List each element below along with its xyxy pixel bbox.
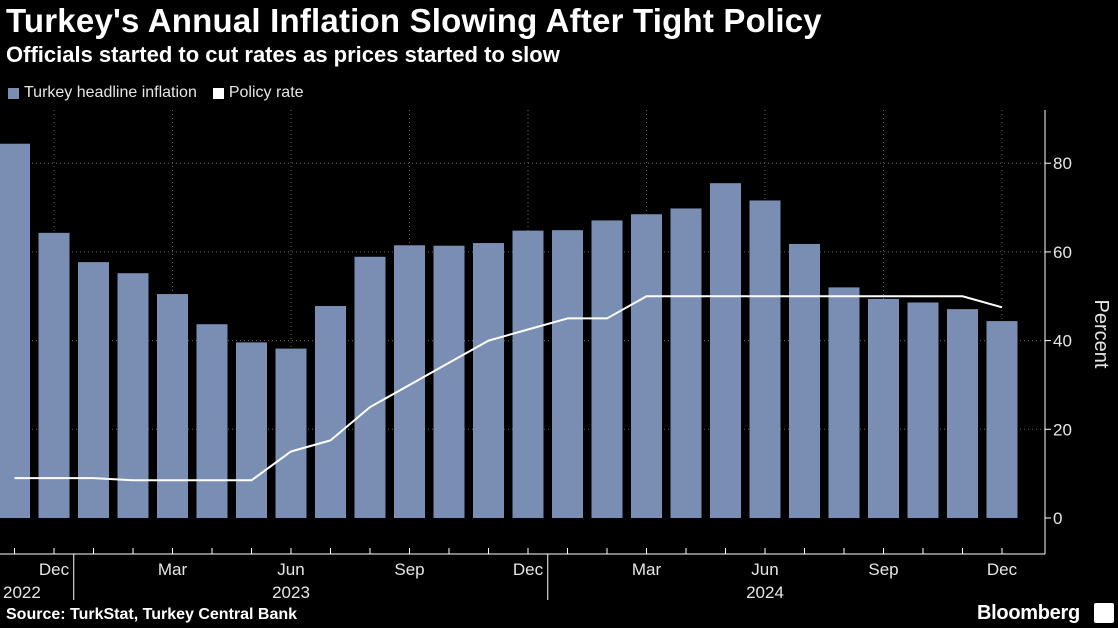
- x-tick-label: Sep: [868, 560, 898, 579]
- inflation-bar: [512, 230, 544, 518]
- inflation-bar: [354, 256, 386, 518]
- inflation-bar: [315, 306, 346, 518]
- legend-swatch-policy-rate: [212, 87, 224, 99]
- chart-area: 0 20 40 60 80 Dec Mar Jun Sep Dec Mar Jun Sep Dec 2022…: [0, 110, 1112, 600]
- x-tick-label: Dec: [39, 560, 70, 579]
- inflation-bar: [78, 262, 109, 518]
- brand-mark-icon: [1094, 603, 1114, 623]
- legend-swatch-inflation: [8, 87, 19, 99]
- y-tick-label: 40: [1053, 332, 1072, 351]
- inflation-bar: [38, 232, 70, 518]
- y-axis-title: Percent: [1090, 300, 1112, 369]
- chart-title: Turkey's Annual Inflation Slowing After …: [6, 2, 822, 39]
- year-label: 2022: [3, 583, 41, 600]
- inflation-bar: [789, 243, 820, 519]
- x-tick-label: Dec: [513, 560, 544, 579]
- inflation-bar: [433, 245, 465, 518]
- inflation-bar: [907, 302, 939, 518]
- inflation-bar: [670, 208, 702, 518]
- year-label: 2023: [272, 583, 310, 600]
- axis-labels: 0 20 40 60 80 Dec Mar Jun Sep Dec Mar Jun Sep Dec 2022…: [3, 154, 1112, 600]
- source-note: Source: TurkStat, Turkey Central Bank: [6, 606, 298, 623]
- legend-label-policy-rate: Policy rate: [228, 84, 304, 101]
- inflation-bar: [0, 143, 30, 518]
- y-tick-label: 20: [1053, 420, 1072, 439]
- inflation-bar: [868, 298, 899, 518]
- inflation-bar: [157, 294, 188, 518]
- inflation-bar: [631, 214, 662, 518]
- bars: [0, 143, 1018, 519]
- inflation-bar: [117, 273, 149, 518]
- policy-rate-line: [14, 295, 1003, 482]
- inflation-bar: [236, 342, 267, 518]
- year-label: 2024: [746, 583, 784, 600]
- inflation-bar: [947, 309, 978, 518]
- inflation-bar: [394, 245, 425, 518]
- x-tick-label: Mar: [158, 560, 188, 579]
- inflation-bar: [591, 220, 623, 518]
- axes: [0, 110, 1051, 600]
- y-tick-label: 60: [1053, 243, 1072, 262]
- x-tick-label: Mar: [632, 560, 662, 579]
- y-tick-label: 0: [1053, 509, 1062, 528]
- legend-label-inflation: Turkey headline inflation: [24, 84, 197, 101]
- legend-item-policy-rate: Policy rate: [212, 84, 304, 102]
- legend-item-inflation: Turkey headline inflation: [8, 84, 197, 102]
- x-tick-label: Jun: [277, 560, 304, 579]
- inflation-bar: [710, 183, 741, 518]
- inflation-bar: [552, 230, 583, 518]
- x-tick-label: Sep: [394, 560, 424, 579]
- inflation-bar: [473, 243, 504, 519]
- policy-rate-polyline: [14, 295, 1003, 482]
- inflation-bar: [986, 321, 1018, 518]
- y-tick-label: 80: [1053, 154, 1072, 173]
- x-tick-label: Jun: [751, 560, 778, 579]
- x-tick-label: Dec: [987, 560, 1018, 579]
- legend: Turkey headline inflation Policy rate: [8, 84, 304, 102]
- inflation-bar: [749, 200, 781, 519]
- brand-logo: Bloomberg: [977, 602, 1080, 624]
- inflation-bar: [196, 324, 228, 518]
- chart-subtitle: Officials started to cut rates as prices…: [6, 42, 560, 67]
- inflation-bar: [275, 348, 307, 518]
- inflation-bar: [828, 287, 860, 518]
